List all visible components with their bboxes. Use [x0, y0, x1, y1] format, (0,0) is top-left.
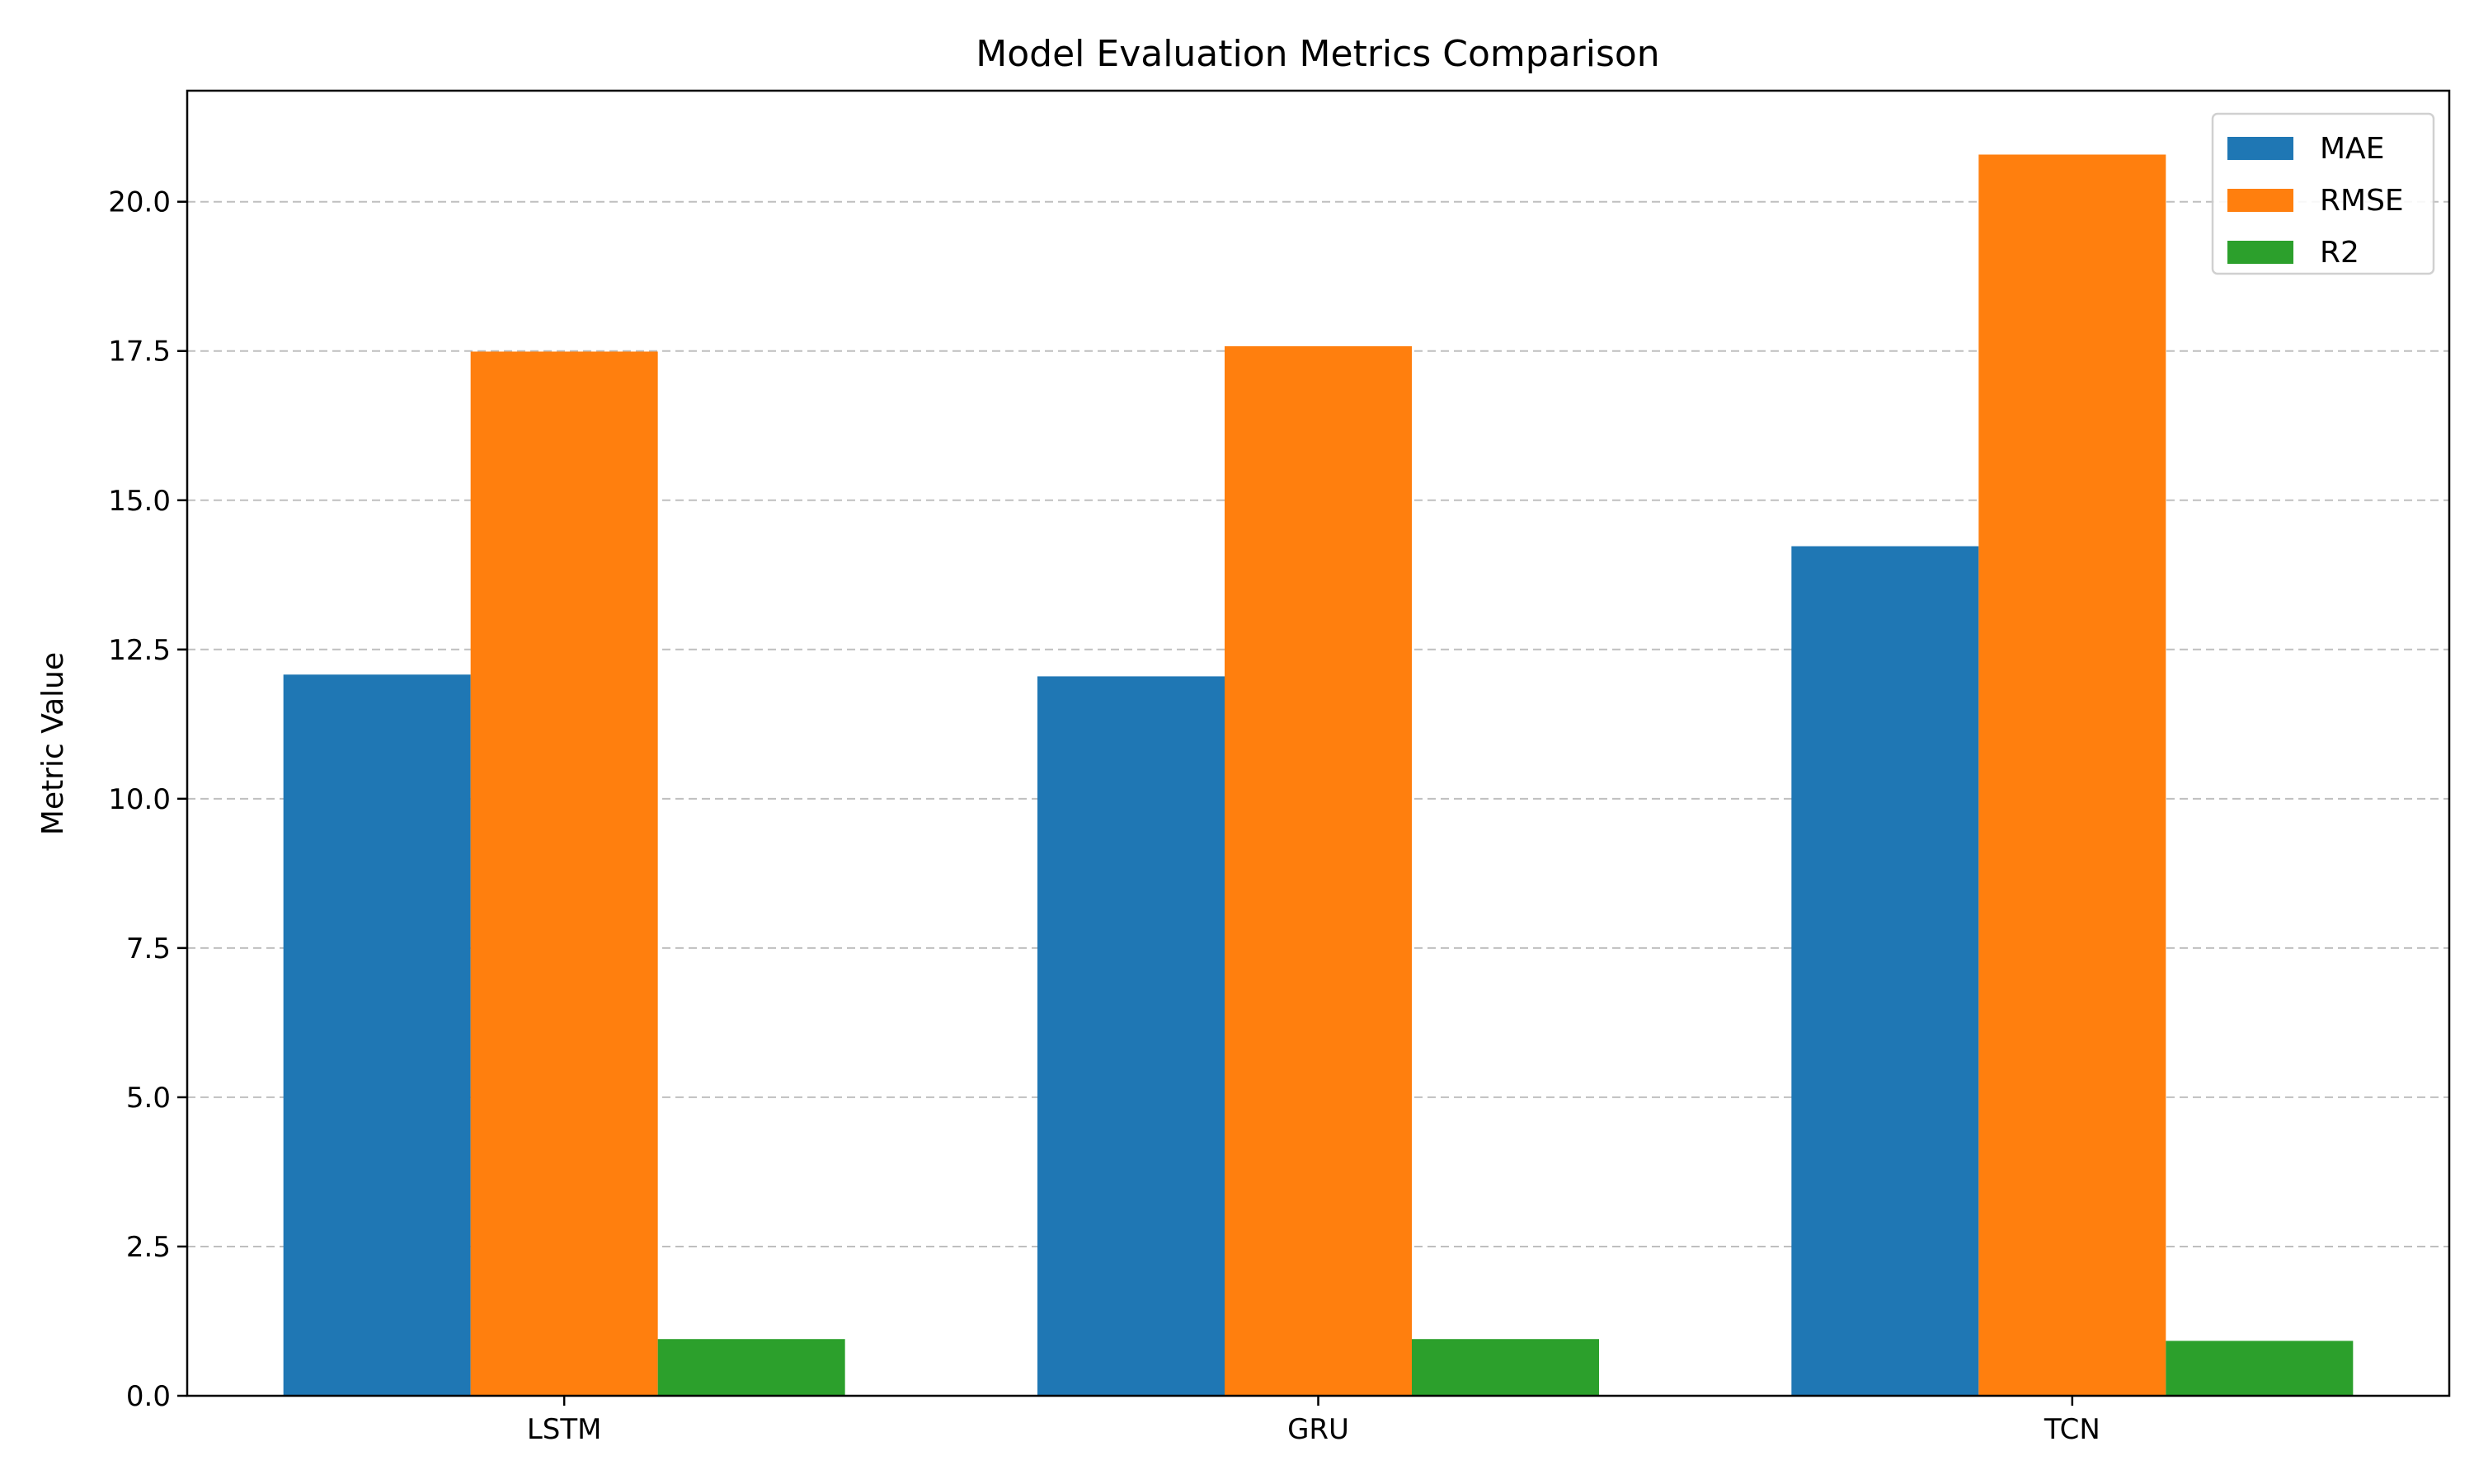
x-axis-ticks: LSTM GRU TCN [527, 1396, 2100, 1446]
legend-swatch-r2 [2227, 241, 2293, 264]
x-tick-label: LSTM [527, 1413, 602, 1446]
x-tick-label: TCN [2044, 1413, 2100, 1446]
legend-label-rmse: RMSE [2320, 184, 2404, 218]
y-tick-label: 12.5 [108, 634, 171, 667]
y-tick-label: 20.0 [108, 186, 171, 219]
bar-mae-gru [1037, 676, 1225, 1396]
y-axis-label: Metric Value [36, 652, 70, 835]
bar-rmse-tcn [1978, 154, 2166, 1396]
y-tick-label: 5.0 [126, 1082, 171, 1115]
y-tick-label: 15.0 [108, 485, 171, 518]
legend-swatch-rmse [2227, 189, 2293, 212]
legend-swatch-mae [2227, 137, 2293, 160]
bar-mae-lstm [283, 674, 471, 1396]
y-tick-label: 17.5 [108, 336, 171, 369]
y-tick-label: 0.0 [126, 1380, 171, 1413]
legend-label-r2: R2 [2320, 236, 2359, 270]
bar-r2-gru [1412, 1339, 1599, 1396]
y-tick-label: 2.5 [126, 1231, 171, 1264]
y-tick-label: 10.0 [108, 783, 171, 816]
bar-r2-lstm [657, 1339, 845, 1396]
x-tick-label: GRU [1287, 1413, 1349, 1446]
bar-rmse-lstm [470, 351, 658, 1396]
bar-mae-tcn [1791, 546, 1979, 1396]
y-tick-label: 7.5 [126, 932, 171, 965]
legend: MAE RMSE R2 [2211, 112, 2435, 275]
bar-rmse-gru [1225, 345, 1412, 1397]
chart-title: Model Evaluation Metrics Comparison [976, 33, 1659, 75]
legend-label-mae: MAE [2320, 132, 2384, 166]
y-axis-ticks: 0.0 2.5 5.0 7.5 10.0 12.5 15.0 17.5 20.0 [108, 186, 187, 1413]
bar-r2-tcn [2166, 1341, 2354, 1396]
bars [283, 154, 2354, 1397]
